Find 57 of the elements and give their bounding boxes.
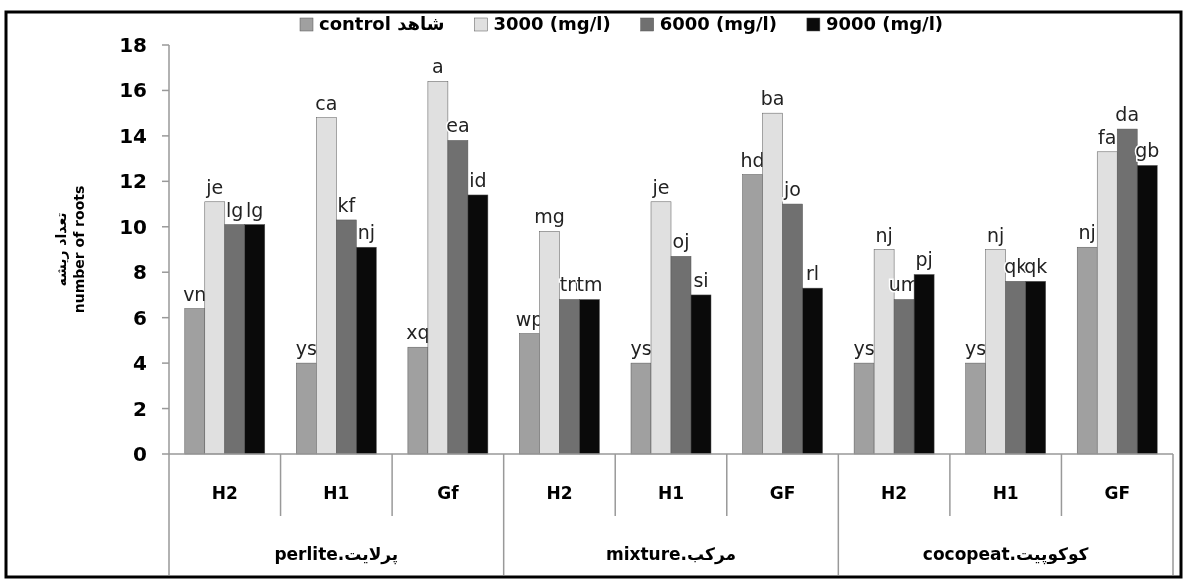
data-label: tm	[576, 273, 603, 296]
y-tick-label: 8	[133, 260, 147, 285]
data-label: jo	[783, 178, 802, 201]
data-label: ys	[853, 337, 875, 360]
y-tick-label: 6	[133, 305, 147, 330]
data-label: mg	[534, 205, 565, 228]
y-tick-label: 16	[119, 78, 147, 103]
data-label: nj	[1078, 221, 1096, 244]
data-label: ba	[760, 87, 785, 110]
legend-label: 9000 (mg/l)	[825, 13, 944, 34]
y-tick-label: 0	[133, 442, 147, 466]
data-label: hd	[740, 148, 765, 171]
data-label: je	[651, 175, 670, 198]
data-label: da	[1115, 103, 1140, 126]
data-label: nj	[875, 223, 893, 246]
data-label: nj	[987, 223, 1005, 246]
x-tick-label: H1	[323, 483, 350, 503]
data-label: ys	[630, 337, 652, 360]
y-tick-label: 12	[119, 169, 147, 194]
legend-label: 6000 (mg/l)	[659, 13, 777, 34]
data-label: a	[432, 55, 444, 78]
data-label: qk	[1024, 255, 1048, 278]
legend-label: control شاهد	[319, 13, 445, 34]
data-label: kf	[337, 193, 357, 216]
y-tick-label: 14	[119, 123, 147, 148]
data-label: id	[469, 168, 487, 191]
data-label: rl	[806, 262, 820, 285]
x-tick-label: H2	[211, 483, 238, 503]
legend-label: 3000 (mg/l)	[493, 13, 611, 34]
data-label: xq	[406, 321, 430, 344]
data-label: pj	[915, 248, 933, 271]
data-label: vn	[183, 282, 207, 305]
y-tick-label: 2	[133, 396, 147, 421]
x-tick-label: H1	[657, 483, 685, 503]
text: mixture.مرکب	[605, 544, 737, 565]
x-tick-label: Gf	[437, 483, 460, 503]
y-tick-label: 10	[119, 214, 147, 239]
y-tick-label: 18	[119, 33, 147, 57]
data-label: si	[693, 268, 709, 291]
x-tick-label: H2	[881, 483, 908, 503]
x-tick-label: GF	[769, 483, 796, 503]
data-label: lg	[226, 198, 244, 221]
data-label: ys	[965, 337, 987, 360]
y-tick-label: 4	[133, 351, 147, 376]
data-label: ys	[295, 337, 317, 360]
data-label: je	[205, 175, 224, 198]
data-label: lg	[246, 198, 264, 221]
text: cocopeat.کوکوپیت	[922, 544, 1089, 565]
data-label: ca	[315, 91, 338, 114]
x-tick-label: H1	[992, 483, 1019, 503]
text: perlite.پرلایت	[274, 544, 399, 565]
data-label: ea	[446, 114, 470, 137]
x-tick-label: GF	[1104, 483, 1131, 503]
x-tick-label: H2	[546, 483, 573, 503]
data-label: fa	[1098, 125, 1117, 148]
data-label: nj	[357, 221, 375, 244]
data-label: oj	[672, 230, 690, 253]
